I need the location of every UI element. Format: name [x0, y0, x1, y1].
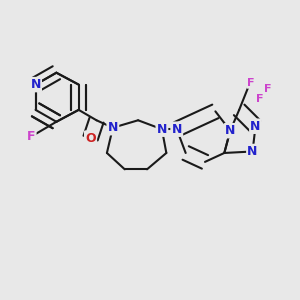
Text: F: F	[264, 84, 271, 94]
Text: N: N	[30, 78, 41, 91]
Text: N: N	[157, 123, 167, 136]
Text: N: N	[172, 123, 182, 136]
Text: F: F	[256, 94, 264, 104]
Text: N: N	[225, 124, 236, 137]
Text: F: F	[27, 130, 35, 143]
Text: N: N	[248, 145, 258, 158]
Text: N: N	[108, 121, 118, 134]
Text: F: F	[247, 78, 255, 88]
Text: O: O	[85, 132, 96, 145]
Text: N: N	[250, 120, 261, 133]
